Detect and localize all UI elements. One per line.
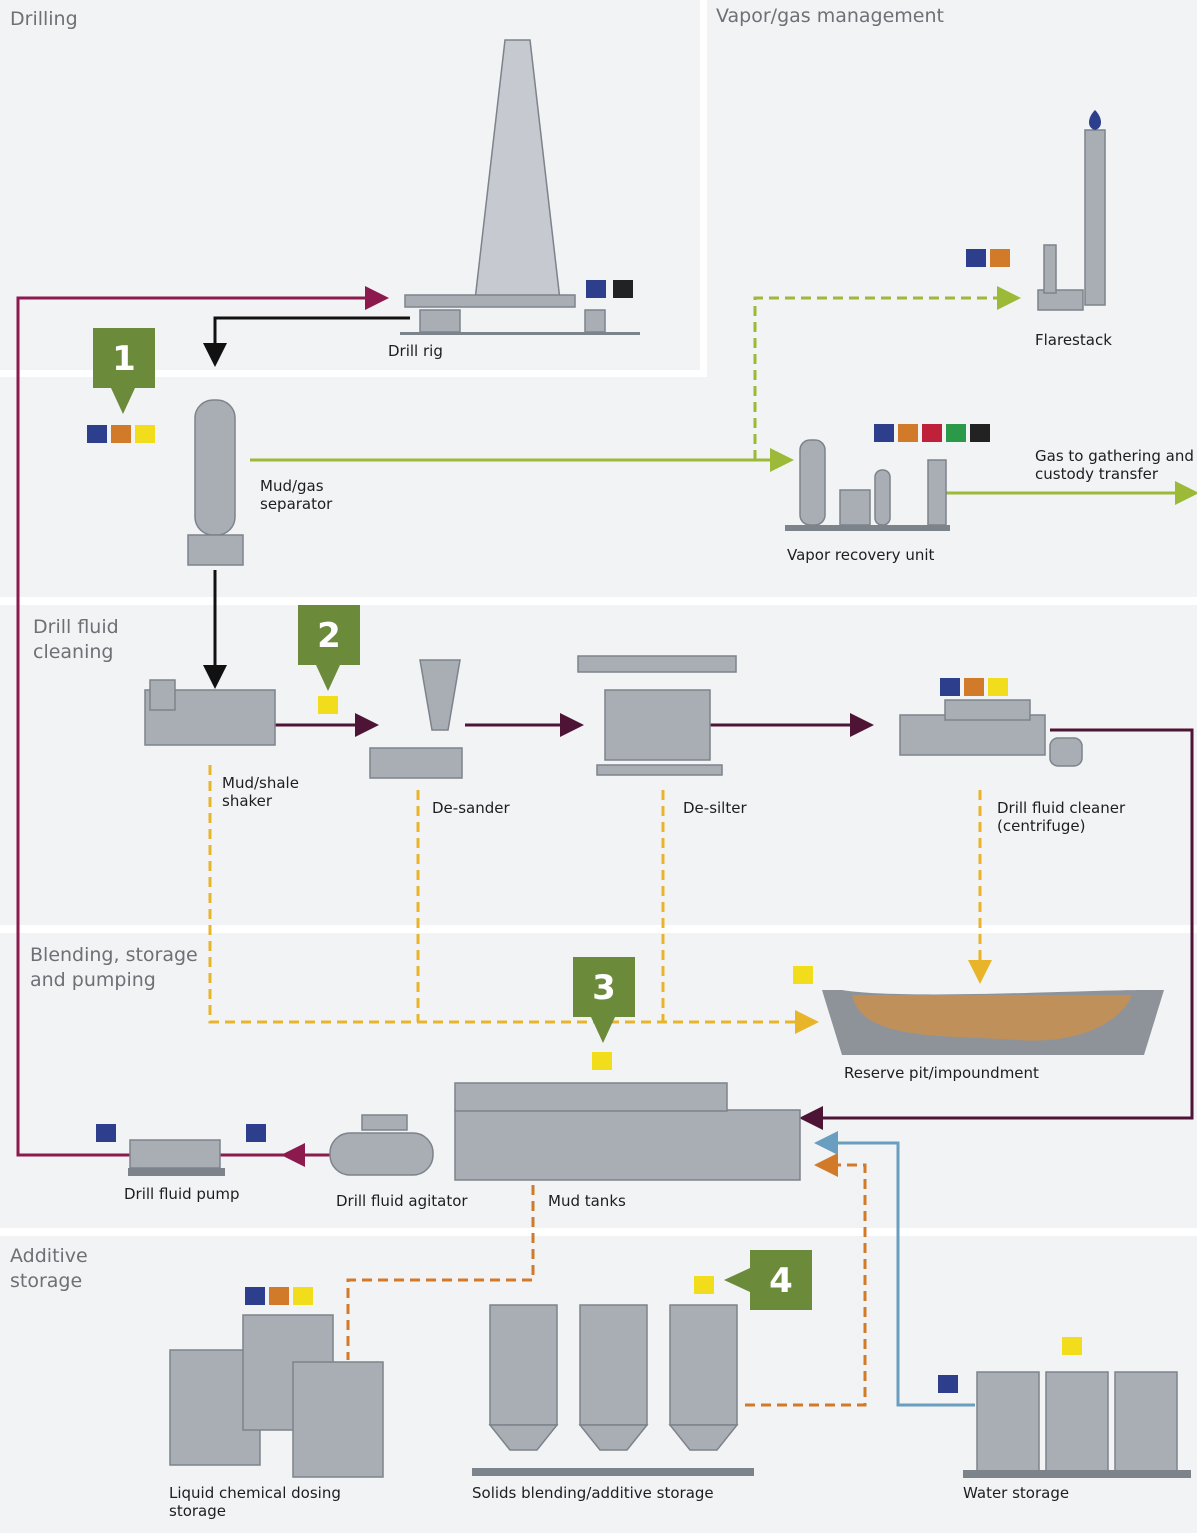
equipment-label-line: De-sander bbox=[432, 799, 510, 817]
section-label-line: Additive bbox=[10, 1245, 88, 1267]
equipment-label: Drill rig bbox=[388, 342, 443, 360]
equipment-label: Drill fluid agitator bbox=[336, 1192, 468, 1210]
equipment-label-line: Water storage bbox=[963, 1484, 1069, 1502]
callout-number: 1 bbox=[112, 339, 136, 379]
equipment-label-line: Drill fluid pump bbox=[124, 1185, 240, 1203]
equipment-label: Flarestack bbox=[1035, 331, 1112, 349]
equipment-label: Mud tanks bbox=[548, 1192, 626, 1210]
section-label: Blending, storage and pumping bbox=[30, 944, 198, 991]
equipment-label-line: Gas to gathering and bbox=[1035, 447, 1194, 465]
equipment-label-line: Mud/shale bbox=[222, 774, 299, 792]
equipment-label: De-silter bbox=[683, 799, 747, 817]
callout-number: 4 bbox=[769, 1261, 793, 1301]
section-label-line: and pumping bbox=[30, 969, 156, 991]
equipment-label-line: Flarestack bbox=[1035, 331, 1112, 349]
section-label: Drilling bbox=[10, 8, 78, 30]
equipment-label-line: Liquid chemical dosing bbox=[169, 1484, 341, 1502]
equipment-label-line: Solids blending/additive storage bbox=[472, 1484, 714, 1502]
sensor-icons bbox=[87, 249, 1082, 1393]
equipment-label-line: custody transfer bbox=[1035, 465, 1159, 483]
equipment-label-line: Drill rig bbox=[388, 342, 443, 360]
equipment-label: Solids blending/additive storage bbox=[472, 1484, 714, 1502]
equipment-label: Vapor recovery unit bbox=[787, 546, 935, 564]
section-label-line: Drilling bbox=[10, 8, 78, 30]
flow-lines bbox=[18, 298, 1192, 1405]
section-label-line: storage bbox=[10, 1270, 82, 1292]
equipment-label: De-sander bbox=[432, 799, 510, 817]
equipment-drawings bbox=[128, 40, 1191, 1478]
callout-number: 2 bbox=[317, 616, 341, 656]
equipment-label-line: De-silter bbox=[683, 799, 747, 817]
equipment-label-line: Reserve pit/impoundment bbox=[844, 1064, 1039, 1082]
equipment-label-line: Mud tanks bbox=[548, 1192, 626, 1210]
equipment-label: Reserve pit/impoundment bbox=[844, 1064, 1039, 1082]
equipment-label-line: Mud/gas bbox=[260, 477, 324, 495]
equipment-label-line: Drill fluid agitator bbox=[336, 1192, 468, 1210]
section-label-line: Blending, storage bbox=[30, 944, 198, 966]
equipment-label-line: (centrifuge) bbox=[997, 817, 1085, 835]
equipment-label-line: storage bbox=[169, 1502, 226, 1520]
equipment-label: Water storage bbox=[963, 1484, 1069, 1502]
section-label: Additive storage bbox=[10, 1245, 88, 1292]
process-diagram: Drilling Vapor/gas management Drill fluid c… bbox=[0, 0, 1197, 1533]
section-label: Drill fluid cleaning bbox=[33, 616, 119, 663]
equipment-label-line: Drill fluid cleaner bbox=[997, 799, 1126, 817]
callout-number: 3 bbox=[592, 968, 616, 1008]
section-label: Vapor/gas management bbox=[716, 5, 944, 27]
section-label-line: Drill fluid bbox=[33, 616, 119, 638]
equipment-label-line: Vapor recovery unit bbox=[787, 546, 935, 564]
equipment-label: Drill fluid pump bbox=[124, 1185, 240, 1203]
section-label-line: Vapor/gas management bbox=[716, 5, 944, 27]
section-label-line: cleaning bbox=[33, 641, 113, 663]
equipment-label-line: separator bbox=[260, 495, 333, 513]
equipment-label: Drill fluid cleaner(centrifuge) bbox=[997, 799, 1126, 835]
equipment-label-line: shaker bbox=[222, 792, 273, 810]
